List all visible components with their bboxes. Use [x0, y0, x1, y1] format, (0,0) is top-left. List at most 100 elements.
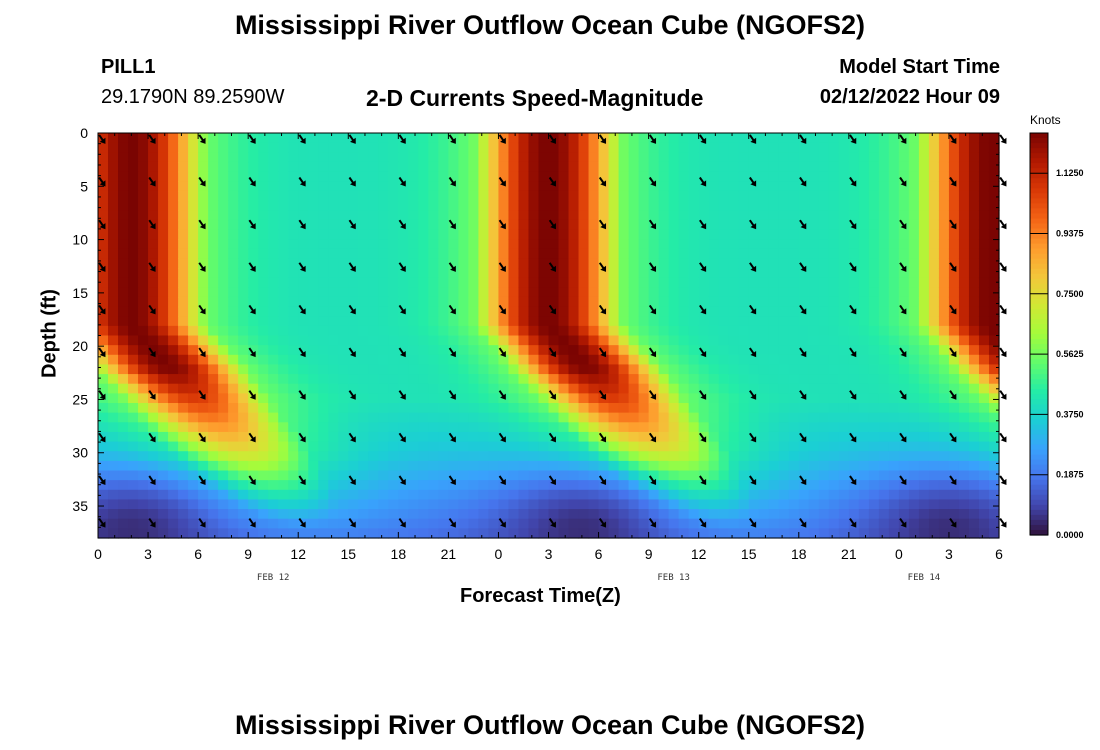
- heatmap-cell: [308, 509, 319, 520]
- heatmap-cell: [698, 200, 710, 211]
- heatmap-cell: [538, 364, 550, 375]
- heatmap-cell: [878, 518, 890, 529]
- heatmap-cell: [978, 161, 990, 173]
- heatmap-cell: [868, 335, 880, 346]
- heatmap-cell: [118, 325, 129, 337]
- heatmap-cell: [358, 422, 369, 433]
- heatmap-cell: [418, 393, 429, 404]
- heatmap-cell: [248, 142, 259, 153]
- heatmap-cell: [898, 171, 910, 182]
- heatmap-cell: [498, 248, 510, 259]
- heatmap-cell: [718, 460, 730, 472]
- heatmap-cell: [568, 171, 580, 182]
- heatmap-cell: [568, 161, 580, 173]
- heatmap-cell: [438, 451, 449, 462]
- heatmap-cell: [728, 518, 740, 529]
- heatmap-cell: [448, 364, 459, 375]
- heatmap-cell: [108, 248, 119, 259]
- current-vector: [98, 347, 106, 358]
- heatmap-cell: [118, 287, 129, 298]
- heatmap-cell: [478, 190, 490, 202]
- heatmap-cell: [488, 210, 500, 221]
- heatmap-cell: [368, 374, 379, 385]
- heatmap-cell: [398, 374, 409, 385]
- heatmap-cell: [978, 393, 990, 404]
- heatmap-cell: [698, 470, 710, 481]
- heatmap-cell: [258, 528, 269, 539]
- heatmap-cell: [398, 181, 409, 192]
- heatmap-cell: [718, 403, 730, 414]
- heatmap-cell: [478, 296, 490, 308]
- heatmap-cell: [408, 422, 419, 433]
- heatmap-cell: [698, 152, 710, 163]
- heatmap-cell: [678, 374, 690, 385]
- heatmap-cell: [668, 258, 680, 269]
- heatmap-cell: [478, 142, 490, 153]
- heatmap-cell: [618, 239, 630, 250]
- heatmap-cell: [438, 171, 449, 182]
- heatmap-cell: [508, 364, 520, 375]
- heatmap-cell: [628, 451, 640, 462]
- heatmap-cell: [198, 354, 209, 366]
- heatmap-cell: [758, 239, 770, 250]
- heatmap-cell: [488, 296, 500, 308]
- heatmap-cell: [368, 133, 379, 144]
- heatmap-cell: [208, 499, 219, 510]
- heatmap-cell: [778, 460, 790, 472]
- heatmap-cell: [948, 133, 960, 144]
- heatmap-cell: [448, 229, 459, 240]
- heatmap-cell: [198, 470, 209, 481]
- heatmap-cell: [558, 489, 570, 501]
- heatmap-cell: [798, 480, 810, 491]
- heatmap-cell: [238, 441, 249, 452]
- colorbar-segment: [1030, 143, 1048, 149]
- colorbar-segment: [1030, 369, 1048, 375]
- current-vector: [348, 347, 356, 358]
- heatmap-cell: [338, 287, 349, 298]
- heatmap-cell: [428, 480, 439, 491]
- heatmap-cell: [448, 374, 459, 385]
- heatmap-cell: [708, 161, 720, 173]
- heatmap-cell: [498, 422, 510, 433]
- heatmap-cell: [678, 441, 690, 452]
- x-tick-label: 6: [595, 546, 603, 562]
- heatmap-cell: [878, 499, 890, 510]
- heatmap-cell: [608, 277, 620, 288]
- heatmap-cell: [518, 316, 530, 327]
- heatmap-cell: [478, 518, 490, 529]
- heatmap-cell: [258, 393, 269, 404]
- heatmap-cell: [248, 248, 259, 259]
- heatmap-cell: [908, 499, 920, 510]
- heatmap-cell: [118, 229, 129, 240]
- heatmap-cell: [908, 335, 920, 346]
- heatmap-cell: [438, 142, 449, 153]
- heatmap-cell: [918, 239, 930, 250]
- heatmap-cell: [598, 161, 610, 173]
- heatmap-cell: [228, 393, 239, 404]
- heatmap-cell: [818, 181, 830, 192]
- heatmap-cell: [298, 412, 309, 423]
- colorbar-segment: [1030, 504, 1048, 511]
- heatmap-cell: [518, 345, 530, 356]
- heatmap-cell: [428, 345, 439, 356]
- heatmap-cell: [778, 219, 790, 231]
- heatmap-cell: [378, 325, 389, 337]
- heatmap-cell: [528, 181, 540, 192]
- heatmap-cell: [438, 306, 449, 317]
- heatmap-cell: [698, 161, 710, 173]
- heatmap-cell: [718, 518, 730, 529]
- heatmap-cell: [988, 460, 1000, 472]
- heatmap-cell: [918, 354, 930, 366]
- heatmap-cell: [758, 268, 770, 279]
- heatmap-cell: [768, 393, 780, 404]
- heatmap-cell: [598, 374, 610, 385]
- heatmap-cell: [188, 248, 199, 259]
- heatmap-cell: [828, 268, 840, 279]
- heatmap-cell: [438, 345, 449, 356]
- heatmap-cell: [828, 412, 840, 423]
- heatmap-cell: [868, 229, 880, 240]
- heatmap-cell: [368, 345, 379, 356]
- heatmap-cell: [508, 161, 520, 173]
- heatmap-cell: [148, 441, 159, 452]
- heatmap-cell: [408, 345, 419, 356]
